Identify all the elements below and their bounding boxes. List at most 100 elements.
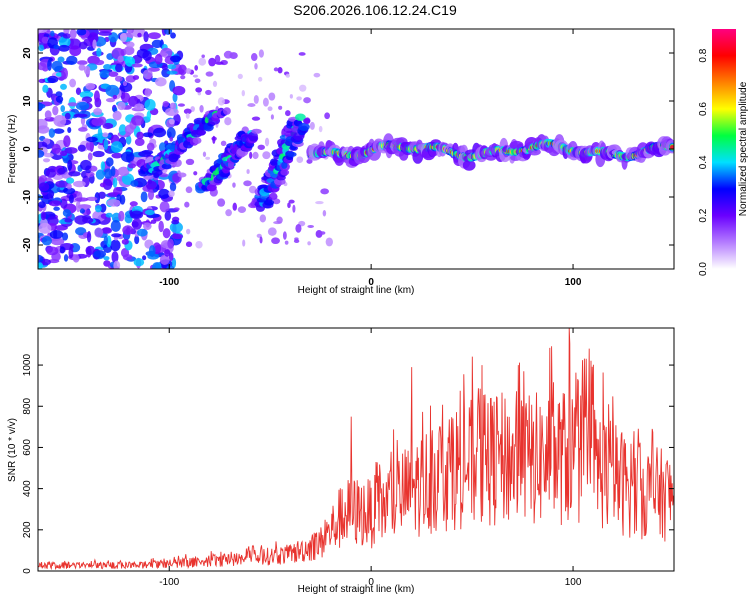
noise-blob [154,77,167,87]
noise-blob [63,29,70,35]
noise-blob [105,84,120,97]
noise-blob [66,183,72,190]
noise-blob [59,246,66,254]
noise-blob [73,113,88,118]
noise-blob [166,265,175,269]
y-tick-label: 1000 [22,354,33,377]
noise-blob [132,75,140,80]
noise-blob [103,256,110,261]
noise-blob [130,180,139,187]
noise-blob [38,78,46,84]
noise-blob [106,199,121,207]
noise-blob [243,180,252,187]
noise-blob [105,157,114,167]
noise-blob [111,233,122,238]
noise-blob [51,143,61,154]
noise-blob [296,156,304,164]
noise-blob [131,221,139,228]
noise-blob [134,138,145,146]
noise-blob [169,182,177,192]
noise-blob [195,87,203,93]
noise-blob [285,73,290,78]
colorbar: 0.0 0.2 0.4 0.6 0.8 Normalized spectral ampl… [698,29,749,276]
noise-blob [93,90,100,103]
noise-blob [40,211,46,221]
noise-blob [112,94,118,100]
noise-blob [98,31,113,36]
noise-blob [110,166,116,177]
y-tick-label: 800 [22,397,33,414]
noise-blob [205,156,211,160]
snr-frame [37,327,675,572]
noise-blob [122,81,128,87]
noise-blob [113,260,121,269]
noise-blob [79,208,86,214]
y-tick-label: 0 [22,146,33,152]
noise-blob [258,76,263,82]
noise-blob [158,220,164,233]
noise-blob [133,258,145,267]
noise-blob [248,185,257,194]
noise-blob [192,74,198,78]
noise-blob [169,136,174,142]
noise-blob [61,67,68,80]
noise-blob [75,227,87,236]
snr-series-line [38,328,674,571]
noise-blob [278,105,283,110]
noise-blob [185,186,193,194]
x-tick-label: 100 [565,277,582,288]
streak-blob [269,192,277,199]
noise-blob [307,224,314,229]
heatmap-x-ticks: -100 0 100 [159,29,582,288]
noise-blob [126,41,135,48]
noise-blob [83,65,91,75]
noise-blob [131,115,145,126]
streak-blob [251,128,262,134]
noise-blob [43,152,54,158]
noise-blob [225,209,232,217]
noise-blob [73,180,86,188]
noise-blob [186,228,191,235]
noise-blob [69,45,82,57]
noise-blob [214,54,221,64]
noise-blob [162,228,171,239]
noise-blob [78,41,88,50]
noise-blob [86,231,92,243]
x-tick-label: -100 [159,277,179,288]
noise-blob [80,170,88,179]
noise-blob [87,152,93,161]
y-tick-label: 0 [22,568,33,574]
noise-blob [69,29,77,39]
noise-blob [67,126,72,134]
noise-blob [159,254,170,265]
noise-blob [259,236,263,244]
noise-blob [306,158,313,164]
noise-blob [66,55,78,65]
noise-blob [247,103,256,107]
noise-blob [38,262,44,269]
streak-blob [295,113,306,122]
noise-blob [267,227,277,236]
noise-blob [212,135,216,144]
noise-blob [78,64,86,71]
colorbar-tick-label: 0.4 [698,155,709,169]
noise-blob [164,249,171,257]
noise-blob [241,89,245,97]
y-tick-label: 600 [22,439,33,456]
noise-blob [172,92,178,103]
noise-blob [190,106,195,112]
noise-blob [43,158,51,163]
noise-blob [126,29,134,34]
noise-blob [52,105,59,116]
noise-blob [277,67,283,74]
noise-blob [168,118,175,125]
noise-blob [38,44,45,52]
streak-blob [304,117,311,125]
noise-blob [80,116,86,126]
streak-blob [192,137,202,144]
colorbar-gradient [712,29,736,269]
noise-blob [58,36,71,48]
noise-blob [169,102,177,110]
noise-blob [118,124,127,136]
